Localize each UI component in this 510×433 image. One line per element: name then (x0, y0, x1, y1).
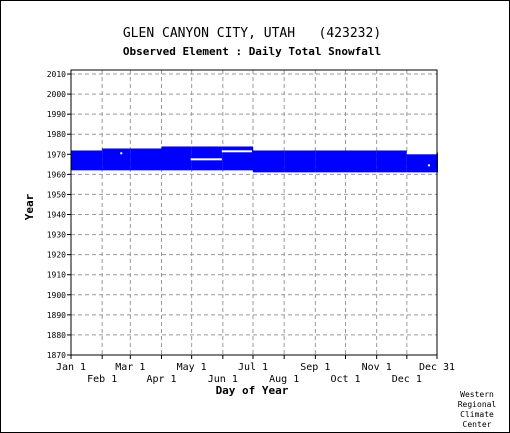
y-tick-label: 1890 (47, 311, 66, 320)
coverage-bar (284, 150, 316, 173)
y-axis-label: Year (23, 193, 36, 220)
coverage-bar (222, 146, 253, 171)
missing-data-gap (190, 158, 222, 161)
y-tick-label: 1930 (47, 231, 66, 240)
y-tick-label: 2010 (47, 70, 66, 79)
y-axis-ticks: 1870 1880 1890 1900 1910 1920 1930 1940 1950 1960… (47, 70, 71, 360)
missing-data-gaps (120, 150, 437, 167)
x-tick-label: May 1 (177, 362, 207, 373)
chart-title: GLEN CANYON CITY, UTAH (423232) (123, 26, 381, 41)
coverage-bar (71, 150, 103, 171)
y-tick-label: 1970 (47, 150, 66, 159)
x-tick-label: Aug 1 (269, 374, 299, 385)
coverage-bar (252, 150, 285, 173)
credit-line: Regional (457, 400, 497, 409)
y-tick-label: 1980 (47, 130, 66, 139)
coverage-bar (161, 146, 192, 171)
missing-data-gap (427, 164, 430, 167)
x-tick-label: Feb 1 (87, 374, 117, 385)
x-tick-label: Apr 1 (146, 374, 176, 385)
x-tick-label: Dec 1 (392, 374, 422, 385)
missing-data-gap (406, 152, 437, 155)
coverage-bars (71, 146, 439, 173)
x-tick-label: Jul 1 (238, 362, 268, 373)
missing-data-gap (120, 152, 123, 155)
y-tick-label: 1950 (47, 190, 66, 199)
x-tick-label: Jan 1 (56, 362, 86, 373)
x-tick-label: Sep 1 (300, 362, 330, 373)
y-tick-label: 1870 (47, 351, 66, 360)
credit-line: Center (462, 420, 492, 429)
y-tick-label: 1900 (47, 291, 66, 300)
x-tick-label: Nov 1 (362, 362, 392, 373)
coverage-bar (102, 148, 131, 171)
coverage-bar (345, 150, 377, 173)
x-tick-label: Dec 31 (419, 362, 455, 373)
chart-subtitle: Observed Element : Daily Total Snowfall (123, 45, 381, 58)
coverage-bar (406, 152, 439, 173)
grid-lines (71, 70, 437, 356)
y-tick-label: 1920 (47, 251, 66, 260)
y-tick-label: 1880 (47, 331, 66, 340)
x-axis-ticks: Jan 1 Mar 1 May 1 Jul 1 Sep 1 Nov 1 Dec 31 Feb … (56, 355, 455, 385)
x-axis-label: Day of Year (216, 384, 289, 397)
y-tick-label: 1910 (47, 271, 66, 280)
x-tick-label: Jun 1 (208, 374, 238, 385)
climate-center-credit: Western Regional Climate Center (452, 390, 502, 430)
coverage-bar (376, 150, 407, 173)
x-tick-label: Oct 1 (330, 374, 360, 385)
x-tick-label: Mar 1 (115, 362, 145, 373)
credit-line: Climate (460, 410, 494, 419)
y-tick-label: 1940 (47, 211, 66, 220)
y-tick-label: 1990 (47, 110, 66, 119)
y-tick-label: 1960 (47, 170, 66, 179)
coverage-bar (315, 150, 346, 173)
plot-area-border (70, 69, 438, 356)
y-tick-label: 2000 (47, 90, 66, 99)
missing-data-gap (221, 150, 252, 153)
credit-line: Western (460, 390, 494, 399)
coverage-bar (130, 148, 162, 171)
